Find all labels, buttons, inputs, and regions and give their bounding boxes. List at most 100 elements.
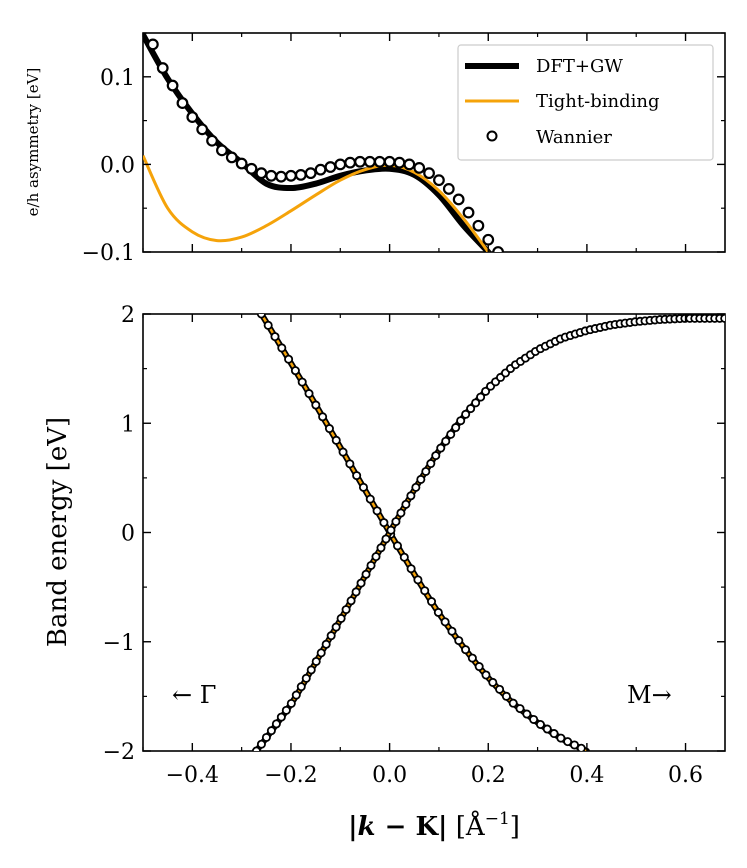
band-1-wannier-point [535,719,545,729]
series-wannier-point [196,123,209,136]
band-2-wannier-point [401,499,411,509]
band-2-wannier-point [446,429,456,439]
band-2-wannier-point [351,587,361,597]
series-wannier-point [275,170,288,183]
series-wannier-point [216,144,228,157]
band-1-wannier-point [515,704,525,714]
y-tick-label: 0 [121,522,135,547]
series-wannier-point [265,169,278,182]
band-2-wannier-point [461,409,471,419]
band-2-wannier-point [381,534,391,544]
band-1-wannier-point [447,626,457,636]
bottom-panel: −0.4 −0.2 0.0 0.2 0.4 0.6 2 1 0 −1 −2 Band energy … [43,303,726,842]
band-1-wannier-point [569,740,579,750]
series-wannier-point [245,162,258,175]
band-2-wannier-point [451,423,461,433]
band-1-wannier-point [556,733,566,743]
series-wannier-point [206,134,218,147]
series-dft-gw-line [143,33,492,252]
band-2-wannier-point [296,682,306,692]
band-1-wannier-point [481,670,491,680]
band-2-wannier-point [436,443,446,453]
band-2-wannier-point [456,416,466,426]
annotation-gamma: ← Γ [172,681,216,709]
series-wannier-point [314,163,327,176]
series-wannier-point [235,157,248,170]
series-wannier-point [462,206,475,219]
annotation-m: M→ [627,681,672,709]
band-1-wannier-point [508,698,518,708]
band-2-wannier-point [431,451,441,461]
series-wannier-point [373,155,386,168]
band-2-wannier-point [266,726,276,736]
band-2-wannier-point [341,605,351,615]
band-1-wannier-point [427,597,437,607]
series-wannier-point [324,161,337,173]
x-axis-label-bar-right: | [438,812,447,842]
band-2-wannier-point [476,392,486,402]
band-2-wannier-point [441,436,451,446]
band-2-wannier-point [426,459,436,469]
series-wannier-point [186,111,199,123]
band-1-wannier-point [365,494,375,504]
band-2-wannier-point [286,698,296,708]
x-tick-label: −0.4 [166,763,219,788]
band-2-wannier-point [391,517,401,527]
top-panel: 0.1 0.0 −0.1 e/h asymmetry [eV] DFT+GW Tig… [24,32,726,266]
band-2-wannier-point [306,665,316,675]
band-2-wannier-point [396,508,406,518]
band-2-wannier-point [281,705,291,715]
band-1-wannier-point [474,662,484,672]
band-1-wannier-point [304,389,314,399]
band-1-wannier-point [576,743,586,751]
band-1-wannier-point [454,636,464,646]
series-wannier-point [433,174,445,187]
x-axis-label-minus: − [376,812,416,842]
series-wannier-point [255,167,268,180]
band-1-wannier-point [277,343,287,353]
band-1-wannier-point [440,617,450,627]
x-tick-label: 0.6 [668,763,703,788]
series-wannier-point [413,162,426,174]
band-1-wannier-point [358,482,368,492]
legend-label-dft-gw: DFT+GW [536,56,623,77]
band-2-wannier-point [720,314,725,323]
band-2-wannier-point [421,466,431,476]
series-wannier-point [383,155,396,168]
y-tick-label: 0.1 [100,66,135,91]
series-wannier-point [354,155,366,168]
y-tick-label: −1 [103,631,135,656]
series-wannier-point [472,219,485,232]
band-1-wannier-point [495,684,505,694]
band-2-wannier-point [386,525,396,535]
band-2-wannier-point [301,673,311,683]
x-axis-label-K: K [415,812,439,842]
band-2-wannier-point [291,690,301,700]
band-1-wannier-point [488,677,498,687]
series-wannier-point [176,97,189,109]
band-1-wannier-point [467,653,477,663]
band-1-wannier-point [290,366,300,376]
series-wannier-point [156,62,169,74]
band-1-wannier-point [542,724,552,734]
series-wannier-point [146,38,159,51]
band-1-wannier-point [549,729,559,739]
series-wannier-point [225,151,238,164]
series-wannier-point [423,167,435,180]
x-axis-label-k: k [358,812,376,842]
series-wannier-point [285,169,297,182]
band-2-wannier-point [366,560,376,570]
series-wannier-point [334,158,347,171]
band-2-wannier-point [371,552,381,562]
band-2-wannier-point [376,543,386,553]
band-1-dft-gw-line [258,314,590,751]
band-1-wannier-point [461,645,471,655]
band-1-wannier-point [263,320,273,330]
band-2-wannier-point [311,656,321,666]
band-1-wannier-point [372,506,382,516]
y-tick-label: 2 [121,303,135,328]
y-tick-label: 0.0 [100,153,135,178]
x-axis-label: |k − K| [Å−1] [348,809,520,842]
band-1-wannier-point [284,354,294,364]
y-tick-label: 1 [121,412,135,437]
